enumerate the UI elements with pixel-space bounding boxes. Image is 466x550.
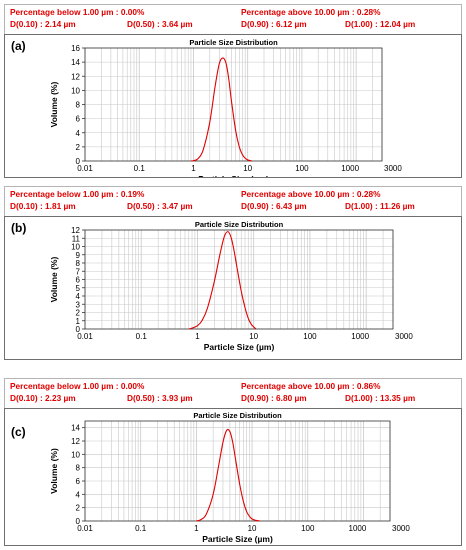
- chart-panel-b: (b) 0 1 2 3 4 5 6 7 8 9 10 11 12 0.01 0.1 1 10 100 1000 300…: [4, 216, 462, 360]
- d100-value: D(1.00) : 11.26 µm: [345, 201, 415, 211]
- x-tick-label: 3000: [392, 524, 410, 533]
- y-axis-label: Volume (%): [49, 448, 59, 494]
- panel-label: (a): [11, 39, 26, 53]
- y-axis-label: Volume (%): [49, 257, 59, 303]
- panel-label: (b): [11, 221, 27, 235]
- x-tick-label: 1: [194, 524, 199, 533]
- y-tick-label: 4: [76, 292, 81, 301]
- y-tick-label: 6: [76, 276, 81, 285]
- x-tick-label: 100: [303, 332, 317, 341]
- y-tick-label: 10: [71, 86, 80, 95]
- y-tick-label: 12: [71, 437, 80, 446]
- x-tick-label: 1000: [351, 332, 369, 341]
- y-tick-label: 12: [71, 72, 80, 81]
- percentage-below: Percentage below 1.00 µm : 0.00%: [10, 7, 145, 17]
- y-tick-label: 8: [76, 101, 81, 110]
- chart-title: Particle Size Distribution: [195, 220, 284, 229]
- x-tick-label: 1000: [341, 164, 359, 173]
- x-tick-label: 0.01: [77, 524, 93, 533]
- distribution-curve: [196, 428, 261, 522]
- y-tick-label: 0: [76, 325, 81, 334]
- chart-panel-c: (c) 0 2 4 6 8 10 12 14 0.01 0.1 1 10 100 1000 3000 Part…: [4, 408, 462, 546]
- y-axis-label: Volume (%): [49, 82, 59, 128]
- x-tick-label: 1000: [349, 524, 367, 533]
- d50-value: D(0.50) : 3.93 µm: [127, 393, 193, 403]
- percentage-above: Percentage above 10.00 µm : 0.28%: [241, 7, 381, 17]
- x-tick-label: 3000: [384, 164, 402, 173]
- y-tick-label: 4: [76, 490, 81, 499]
- panel-label: (c): [11, 425, 26, 439]
- x-tick-label: 1: [195, 332, 200, 341]
- y-tick-label: 14: [71, 424, 80, 433]
- x-axis-label: Particle Size (µm): [202, 534, 273, 544]
- percentage-below: Percentage below 1.00 µm : 0.00%: [10, 381, 145, 391]
- y-tick-label: 2: [76, 143, 81, 152]
- x-tick-label: 10: [249, 332, 258, 341]
- particle-size-chart-a: 0 2 4 6 8 10 12 14 16 0.01 0.1 1 10 100 1000 3000 Partic…: [49, 38, 402, 177]
- percentage-above: Percentage above 10.00 µm : 0.28%: [241, 189, 381, 199]
- y-tick-label: 3: [76, 300, 81, 309]
- x-axis-label: Particle Size (µm): [204, 342, 275, 352]
- y-tick-label: 7: [76, 267, 81, 276]
- x-tick-label: 10: [243, 164, 252, 173]
- x-tick-label: 0.1: [135, 524, 147, 533]
- y-tick-label: 2: [76, 309, 81, 318]
- d10-value: D(0.10) : 1.81 µm: [10, 201, 76, 211]
- x-tick-label: 0.01: [77, 332, 93, 341]
- y-tick-label: 10: [71, 450, 80, 459]
- d50-value: D(0.50) : 3.64 µm: [127, 19, 193, 29]
- percentage-above: Percentage above 10.00 µm : 0.86%: [241, 381, 381, 391]
- y-tick-label: 11: [72, 234, 81, 243]
- y-tick-label: 2: [76, 504, 81, 513]
- y-tick-label: 6: [76, 115, 81, 124]
- chart-title: Particle Size Distribution: [193, 411, 282, 420]
- chart-title: Particle Size Distribution: [189, 38, 278, 47]
- y-tick-label: 8: [76, 259, 81, 268]
- x-tick-label: 0.1: [134, 164, 146, 173]
- y-tick-label: 5: [76, 284, 81, 293]
- y-tick-label: 1: [76, 317, 81, 326]
- x-tick-label: 0.1: [136, 332, 148, 341]
- x-axis-label: Particle Size (µm): [198, 174, 269, 177]
- distribution-curve: [190, 57, 253, 162]
- d100-value: D(1.00) : 12.04 µm: [345, 19, 416, 29]
- y-tick-label: 0: [76, 157, 81, 166]
- y-tick-label: 0: [76, 517, 81, 526]
- y-tick-label: 8: [76, 464, 81, 473]
- y-tick-label: 6: [76, 477, 81, 486]
- stats-block-b: Percentage below 1.00 µm : 0.19% Percent…: [4, 186, 462, 216]
- d10-value: D(0.10) : 2.14 µm: [10, 19, 76, 29]
- percentage-below: Percentage below 1.00 µm : 0.19%: [10, 189, 145, 199]
- stats-block-a: Percentage below 1.00 µm : 0.00% Percent…: [4, 4, 462, 34]
- d10-value: D(0.10) : 2.23 µm: [10, 393, 76, 403]
- stats-block-c: Percentage below 1.00 µm : 0.00% Percent…: [4, 378, 462, 408]
- d100-value: D(1.00) : 13.35 µm: [345, 393, 416, 403]
- y-tick-label: 16: [71, 44, 80, 53]
- particle-size-chart-c: 0 2 4 6 8 10 12 14 0.01 0.1 1 10 100 1000 3000 Particle…: [49, 411, 410, 544]
- y-tick-label: 12: [71, 226, 80, 235]
- y-tick-label: 10: [71, 243, 80, 252]
- d90-value: D(0.90) : 6.43 µm: [241, 201, 307, 211]
- x-tick-label: 10: [248, 524, 257, 533]
- d50-value: D(0.50) : 3.47 µm: [127, 201, 193, 211]
- x-tick-label: 1: [191, 164, 196, 173]
- y-tick-label: 4: [76, 129, 81, 138]
- x-tick-label: 100: [301, 524, 315, 533]
- x-tick-label: 0.01: [77, 164, 93, 173]
- distribution-curve: [188, 231, 257, 330]
- d90-value: D(0.90) : 6.12 µm: [241, 19, 307, 29]
- x-tick-label: 3000: [395, 332, 413, 341]
- plot-frame: [84, 420, 391, 522]
- x-tick-label: 100: [295, 164, 309, 173]
- d90-value: D(0.90) : 6.80 µm: [241, 393, 307, 403]
- y-tick-label: 14: [71, 58, 80, 67]
- chart-panel-a: (a) 0 2 4 6 8 10 12 14 16 0.01 0.1 1 10 100 1000 3000 Pa…: [4, 34, 462, 178]
- y-tick-label: 9: [76, 251, 81, 260]
